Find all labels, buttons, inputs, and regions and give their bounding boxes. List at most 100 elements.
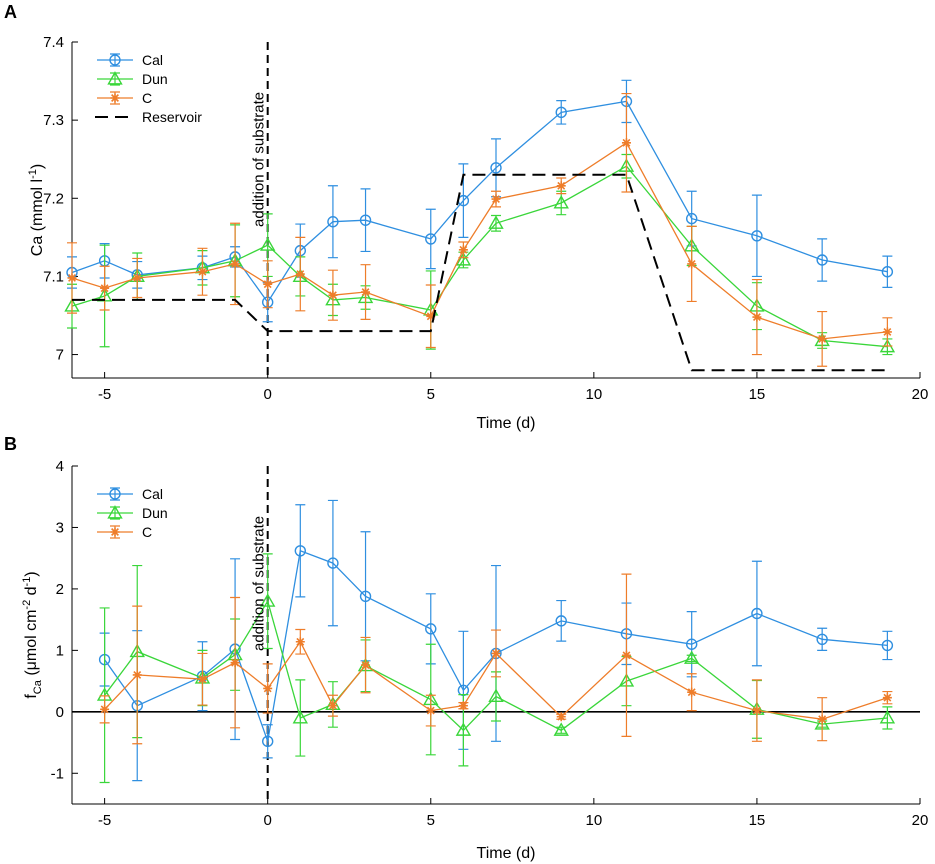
legend-item-cal: Cal [97,486,163,502]
x-tick-label: 10 [586,386,603,403]
data-point [458,701,468,711]
error-bar [817,238,828,282]
data-point [230,658,240,668]
panel-label-a: A [4,2,17,22]
error-bar [360,188,371,253]
data-point [132,273,142,283]
data-point [685,212,698,225]
data-point [455,252,472,266]
data-point [359,590,372,602]
panel-b-annotation: addition of substrate [251,516,268,651]
error-bar [882,255,893,288]
y-tick-label: 3 [56,519,64,536]
data-point [425,233,437,245]
data-point [100,704,110,714]
error-bar [425,208,436,270]
y-tick-label: 7 [56,347,64,364]
panel-a-legend: Cal Dun C Reservoir [95,52,202,125]
error-bar [556,726,567,734]
panel-b-axes: -5 0 5 10 15 20 -1 0 1 2 3 4 [51,458,929,829]
x-tick-label: -5 [98,386,111,403]
data-point [687,259,697,269]
y-tick-label: 2 [56,581,64,598]
data-point [881,266,894,278]
panel-b-ca-flux: B -5 0 5 10 15 20 -1 0 1 2 3 4 addition of substrat… [4,434,928,862]
x-tick-label: 15 [749,386,766,403]
data-point [328,290,338,300]
legend-marker [109,488,121,500]
data-point [458,245,468,255]
panel-b-series [96,499,896,784]
panel-a-ca-concentration: A -5 0 5 10 15 20 7 7.1 7.2 7.3 7.4 addition of su… [4,2,928,432]
data-point [488,215,504,229]
legend-label: Cal [142,486,163,502]
data-point [882,327,892,337]
x-tick-label: 20 [912,812,929,829]
legend-label: Dun [142,505,168,521]
data-point [359,214,372,226]
legend-marker [107,71,123,85]
data-point [816,633,828,646]
error-bar [262,553,273,650]
error-bar [262,724,273,759]
legend-item-cal: Cal [97,52,163,68]
legend-errorbar [110,53,120,67]
data-point [455,722,472,736]
legend-marker [109,54,121,66]
panel-a-series [64,79,896,372]
series-line [71,141,888,340]
data-point [259,593,276,607]
legend-item-reservoir: Reservoir [95,109,202,125]
y-tick-label: 7.1 [43,268,64,285]
y-tick-label: 7.2 [43,190,64,207]
data-point [490,162,502,174]
data-point [426,311,436,321]
legend-marker [110,93,120,103]
data-point [197,267,207,277]
x-tick-label: 5 [427,812,435,829]
data-point [327,557,339,569]
panel-label-b: B [4,434,17,454]
data-point [263,279,273,289]
data-point [259,237,276,251]
y-tick-label: 7.4 [43,34,64,51]
error-bar [491,138,501,198]
x-tick-label: 15 [749,812,766,829]
series-line [72,173,888,372]
data-point [295,269,305,279]
x-tick-label: 5 [427,386,435,403]
y-tick-label: -1 [51,765,64,782]
y-tick-label: 1 [56,642,64,659]
legend-label: C [142,90,152,106]
data-point [685,638,698,650]
series-c [67,92,893,367]
data-point [425,623,437,635]
data-point [230,259,240,269]
data-point [292,710,309,724]
error-bar [327,499,338,627]
data-point [488,688,504,703]
panel-a-axes: -5 0 5 10 15 20 7 7.1 7.2 7.3 7.4 [43,34,928,403]
y-tick-label: 4 [56,458,64,475]
legend-marker [110,527,120,537]
data-point [361,287,371,297]
y-tick-label: 7.3 [43,112,64,129]
error-bar [882,630,893,661]
data-point [197,674,207,684]
error-bar [295,504,306,598]
x-tick-label: 10 [586,812,603,829]
data-point [621,650,631,660]
data-point [132,670,142,680]
data-point [295,637,305,647]
x-tick-label: 0 [264,812,272,829]
data-point [327,216,339,228]
x-tick-label: 0 [264,386,272,403]
panel-b-legend: Cal Dun C [97,486,168,540]
panel-b-x-axis-label: Time (d) [477,845,536,862]
data-point [621,138,631,148]
data-point [881,639,894,652]
error-bar [751,194,762,278]
legend-item-dun: Dun [97,71,168,87]
error-bar [99,607,110,784]
legend-item-c: C [97,524,152,540]
